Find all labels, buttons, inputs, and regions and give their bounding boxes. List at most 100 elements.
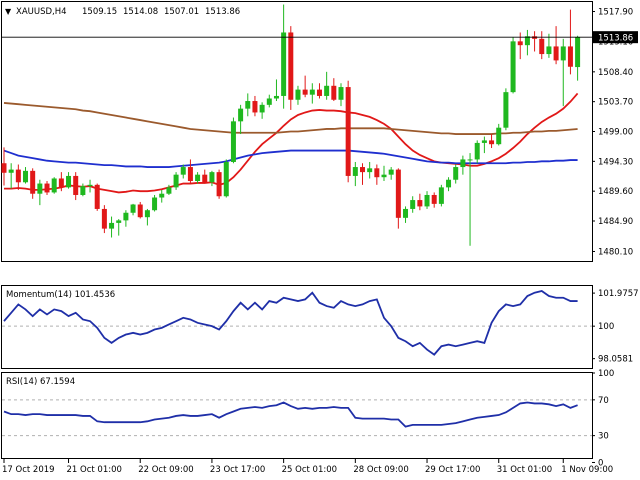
- candle-body: [324, 85, 330, 96]
- candle-body: [446, 179, 452, 188]
- candle-body: [159, 193, 165, 198]
- candle-body: [575, 37, 581, 68]
- candle-body: [388, 169, 394, 175]
- x-tick-label: 23 Oct 17:00: [210, 465, 265, 475]
- y-tick-label: 98.0581: [598, 355, 633, 365]
- x-tick-label: 17 Oct 2019: [2, 465, 55, 475]
- candle-body: [30, 170, 36, 194]
- candle-body: [410, 200, 416, 209]
- x-tick-label: 21 Oct 01:00: [67, 465, 122, 475]
- candle-body: [403, 208, 409, 218]
- y-tick-label: 100: [598, 369, 614, 379]
- candle-body: [152, 197, 158, 211]
- axis-labels: 1517.901513.161508.401503.701499.001494.…: [2, 8, 639, 475]
- candle-body: [496, 127, 502, 145]
- symbol-label: XAUUSD,H4: [16, 7, 67, 17]
- candle-body: [101, 208, 107, 229]
- y-tick-label: 1484.90: [598, 217, 633, 227]
- ma-line-mid: [3, 149, 578, 168]
- x-tick-label: 28 Oct 09:00: [353, 465, 408, 475]
- candle-body: [316, 89, 322, 96]
- candle-body: [338, 87, 344, 100]
- candle-body: [273, 95, 279, 99]
- candle-body: [460, 159, 466, 168]
- momentum-panel[interactable]: [1, 285, 593, 369]
- candle-body: [553, 46, 559, 61]
- candle-body: [395, 169, 401, 218]
- candle-body: [259, 104, 265, 113]
- y-tick-label: 1517.90: [598, 8, 633, 18]
- x-tick-label: 31 Oct 01:00: [497, 465, 552, 475]
- x-tick-label: 22 Oct 09:00: [138, 465, 193, 475]
- y-tick-label: 1508.40: [598, 68, 633, 78]
- candle-body: [266, 98, 272, 105]
- candle-body: [109, 222, 115, 229]
- y-tick-label: 1494.30: [598, 157, 633, 167]
- candle-body: [381, 174, 387, 178]
- candle-body: [23, 170, 29, 183]
- candle-body: [360, 167, 365, 173]
- current-price-box: [593, 31, 638, 44]
- candle-body: [144, 210, 150, 218]
- candle-body: [345, 87, 351, 176]
- candle-body: [51, 178, 57, 193]
- open-value: 1509.15: [82, 7, 117, 17]
- candle-body: [37, 183, 43, 194]
- candle-body: [80, 186, 86, 195]
- candle-body: [524, 36, 530, 46]
- x-tick-label: 25 Oct 01:00: [282, 465, 337, 475]
- candle-body: [560, 46, 566, 61]
- candle-body: [15, 169, 21, 183]
- candle-body: [116, 220, 122, 223]
- candle-body: [288, 32, 294, 100]
- candle-body: [66, 175, 72, 188]
- candle-body: [94, 184, 100, 209]
- price-marks: [1, 4, 592, 246]
- candle-body: [252, 101, 258, 113]
- candle-body: [1, 163, 7, 173]
- y-tick-label: 0: [598, 458, 603, 468]
- candle-body: [166, 187, 172, 194]
- candle-body: [374, 168, 380, 178]
- candle-body: [223, 161, 229, 197]
- y-tick-label: 30: [598, 432, 609, 442]
- candle-body: [431, 194, 437, 204]
- ma-line-slow: [3, 102, 578, 135]
- y-tick-label: 101.9757: [598, 289, 639, 299]
- candle-body: [474, 142, 480, 160]
- candle-body: [44, 183, 50, 193]
- candle-body: [87, 184, 93, 187]
- candle-body: [209, 172, 215, 183]
- candle-body: [481, 140, 487, 143]
- high-value: 1514.08: [123, 7, 158, 17]
- candle-body: [367, 168, 373, 173]
- candle-body: [539, 38, 545, 55]
- candle-body: [180, 167, 186, 175]
- indicator-line: [3, 290, 578, 356]
- y-tick-label: 70: [598, 396, 609, 406]
- candle-body: [8, 169, 14, 173]
- candle-body: [123, 212, 129, 221]
- candle-body: [467, 159, 473, 161]
- candle-body: [352, 167, 358, 176]
- candle-body: [245, 101, 251, 109]
- momentum-title: Momentum(14) 101.4536: [6, 290, 115, 300]
- x-tick-label: 29 Oct 17:00: [425, 465, 480, 475]
- candle-body: [424, 194, 430, 207]
- candle-body: [216, 172, 222, 197]
- dropdown-triangle-icon[interactable]: ▼: [5, 7, 12, 16]
- current-price-label: 1513.86: [598, 34, 633, 44]
- candle-body: [137, 204, 143, 218]
- candle-body: [417, 200, 423, 207]
- low-value: 1507.01: [164, 7, 199, 17]
- momentum-marks: [2, 290, 592, 356]
- y-tick-label: 1480.10: [598, 247, 633, 257]
- rsi-marks: [2, 399, 592, 437]
- candle-body: [302, 89, 308, 95]
- y-tick-label: 1503.70: [598, 98, 633, 108]
- indicator-line: [3, 401, 578, 428]
- candle-body: [195, 174, 201, 182]
- candle-body: [309, 89, 315, 95]
- candle-body: [202, 174, 208, 183]
